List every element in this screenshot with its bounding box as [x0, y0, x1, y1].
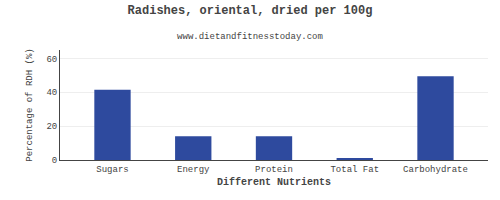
svg-text:Carbohydrate: Carbohydrate: [403, 165, 468, 175]
svg-text:Radishes, oriental, dried per: Radishes, oriental, dried per 100g: [128, 4, 373, 18]
svg-text:www.dietandfitnesstoday.com: www.dietandfitnesstoday.com: [177, 32, 323, 42]
svg-text:20: 20: [46, 122, 57, 132]
svg-text:Total Fat: Total Fat: [330, 165, 379, 175]
svg-text:60: 60: [46, 55, 57, 65]
svg-text:Percentage of RDH (%): Percentage of RDH (%): [25, 48, 35, 161]
svg-text:40: 40: [46, 88, 57, 98]
svg-text:Energy: Energy: [177, 165, 210, 175]
svg-text:0: 0: [52, 156, 57, 166]
svg-text:Different Nutrients: Different Nutrients: [217, 177, 331, 188]
svg-text:Sugars: Sugars: [96, 165, 128, 175]
svg-text:Protein: Protein: [255, 165, 293, 175]
